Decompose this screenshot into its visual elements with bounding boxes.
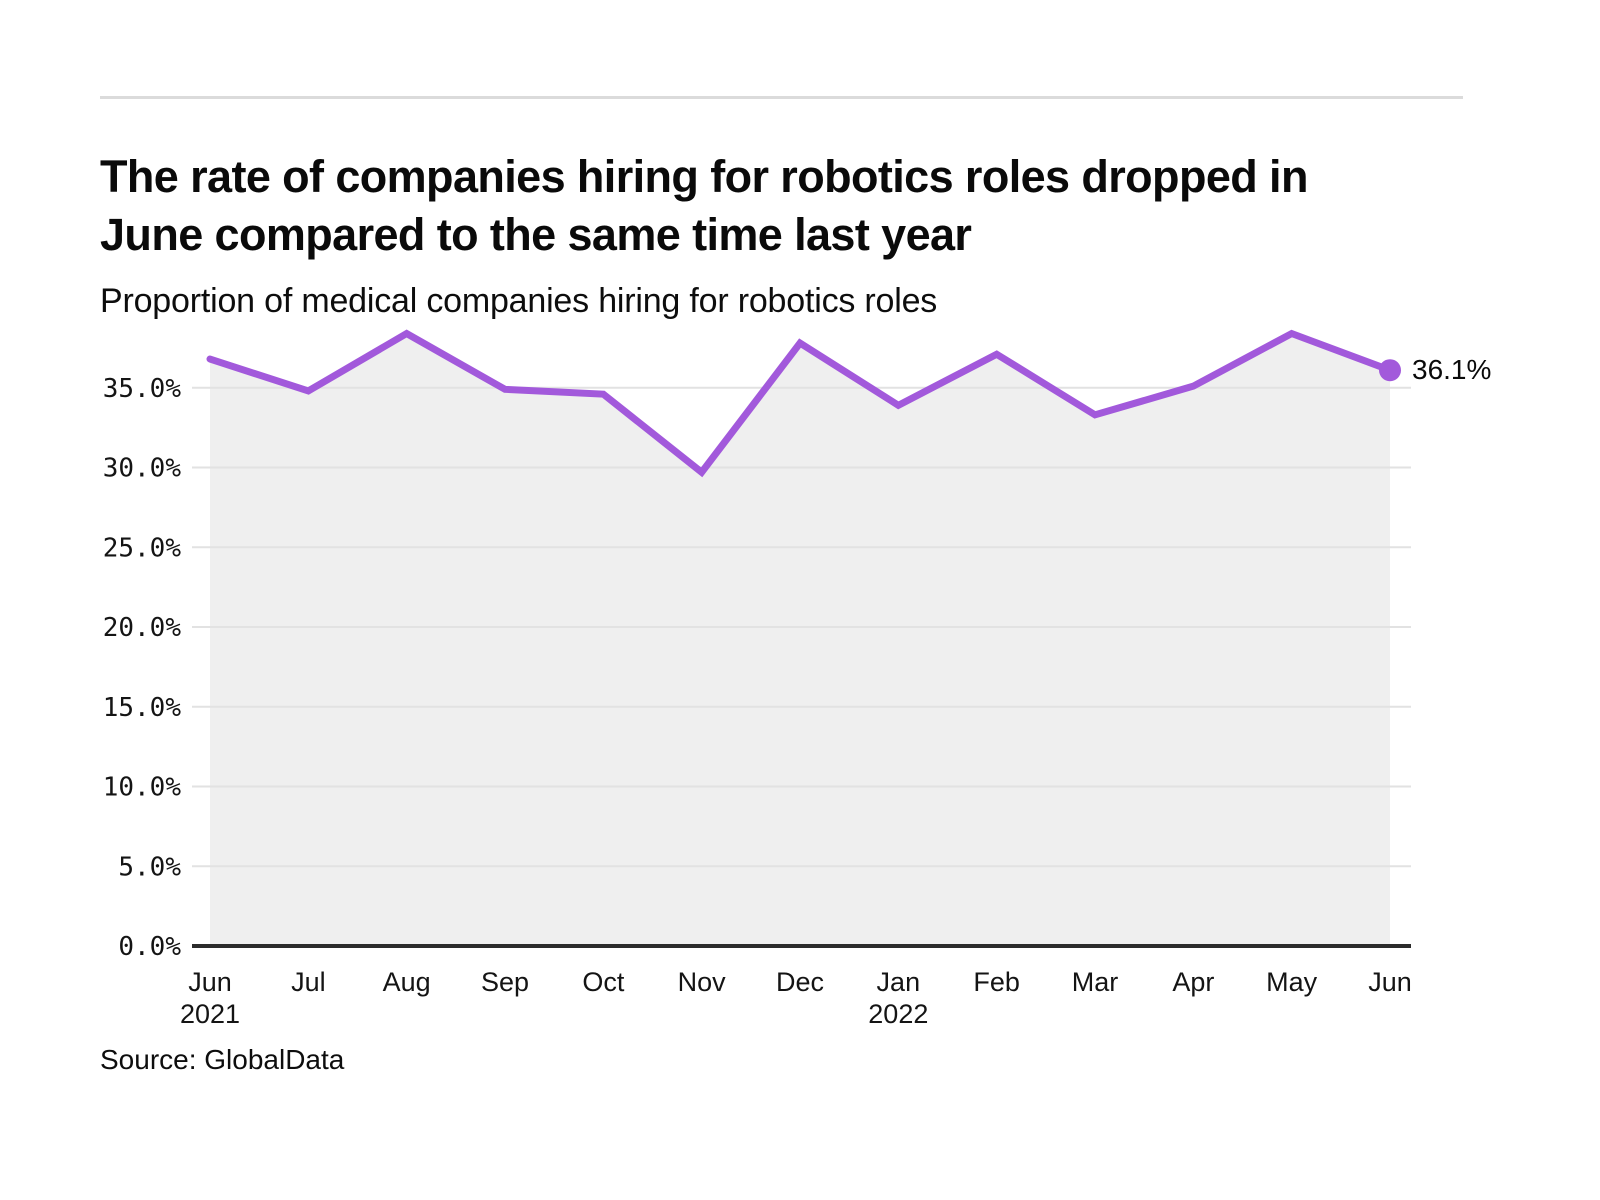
data-line <box>206 329 1394 478</box>
last-point-value-label: 36.1% <box>1412 354 1491 385</box>
y-axis-tick-label: 5.0% <box>118 852 181 882</box>
area-fill <box>210 333 1390 946</box>
source-note: Source: GlobalData <box>100 1044 345 1075</box>
y-axis-tick-label: 25.0% <box>103 533 182 563</box>
x-axis-tick-label: Jan <box>877 967 921 997</box>
y-axis-tick-label: 10.0% <box>103 773 182 803</box>
y-axis-tick-label: 35.0% <box>103 374 182 404</box>
y-axis-tick-label: 0.0% <box>118 932 181 962</box>
x-axis-tick-label: Jun <box>188 967 232 997</box>
x-axis-tick-label: Dec <box>776 967 824 997</box>
x-axis-tick-label: Aug <box>383 967 431 997</box>
y-axis-tick-label: 30.0% <box>103 454 182 484</box>
y-axis-tick-label: 15.0% <box>103 693 182 723</box>
x-axis-tick-label: Jul <box>291 967 326 997</box>
y-axis-tick-label: 20.0% <box>103 613 182 643</box>
x-axis-tick-label: Feb <box>973 967 1020 997</box>
x-axis-year-label: 2021 <box>180 999 240 1029</box>
x-axis-tick-label: May <box>1266 967 1318 997</box>
x-axis-tick-label: Mar <box>1072 967 1119 997</box>
x-axis-tick-label: Oct <box>582 967 625 997</box>
top-divider <box>100 96 1463 99</box>
last-point-marker <box>1379 359 1401 382</box>
x-axis-tick-label: Apr <box>1172 967 1214 997</box>
x-axis-tick-label: Nov <box>678 967 727 997</box>
x-axis-year-label: 2022 <box>868 999 928 1029</box>
x-axis-tick-label: Jun <box>1368 967 1412 997</box>
x-axis-tick-label: Sep <box>481 967 529 997</box>
chart-subtitle: Proportion of medical companies hiring f… <box>100 282 938 321</box>
chart-title: The rate of companies hiring for robotic… <box>100 151 1308 260</box>
